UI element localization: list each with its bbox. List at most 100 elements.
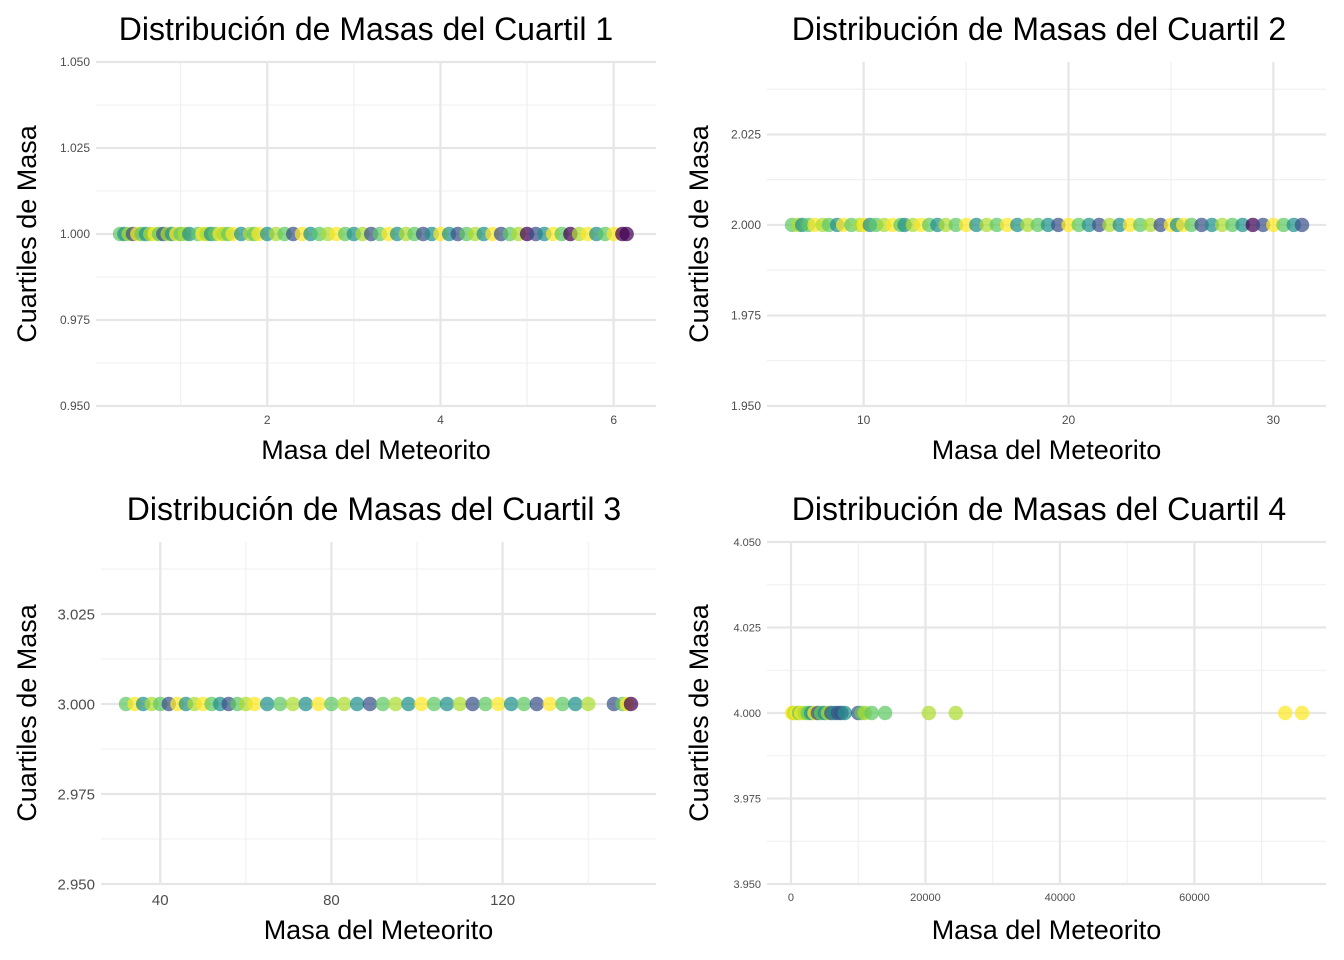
data-point xyxy=(921,705,937,721)
chart-title: Distribución de Masas del Cuartil 4 xyxy=(792,491,1286,527)
x-tick-label: 10 xyxy=(857,413,871,427)
data-point xyxy=(311,696,326,712)
y-tick-label: 4.025 xyxy=(733,622,761,634)
x-axis-label: Masa del Meteorito xyxy=(932,915,1162,945)
data-point xyxy=(1255,217,1271,233)
panel-cuartil-1: 0.950 0.975 1.000 1.025 1.050 2 4 6 Distribución… xyxy=(12,11,656,465)
data-point xyxy=(1061,217,1076,233)
data-point xyxy=(401,696,416,712)
data-point xyxy=(1122,217,1138,233)
data-point xyxy=(337,696,352,712)
data-point xyxy=(1184,217,1199,233)
data-point xyxy=(272,696,288,712)
data-point xyxy=(1020,217,1035,233)
x-axis-label: Masa del Meteorito xyxy=(264,915,494,945)
data-point xyxy=(938,217,953,233)
data-point xyxy=(375,696,390,712)
data-point xyxy=(1092,217,1107,233)
data-point xyxy=(619,226,634,242)
data-point xyxy=(1235,217,1250,233)
data-point xyxy=(465,696,480,712)
y-axis-label: Cuartiles de Masa xyxy=(684,124,714,343)
y-tick-label: 0.950 xyxy=(60,399,90,413)
data-point xyxy=(989,217,1005,233)
data-point xyxy=(452,696,468,712)
y-tick-label: 2.950 xyxy=(57,876,95,893)
data-point xyxy=(979,217,994,233)
data-point xyxy=(491,696,506,712)
x-tick-label: 40 xyxy=(152,892,169,909)
data-point xyxy=(969,217,984,233)
data-point xyxy=(948,705,963,721)
y-tick-label: 4.000 xyxy=(733,708,761,720)
data-point xyxy=(439,696,455,712)
data-point xyxy=(503,696,519,712)
data-point xyxy=(414,696,429,712)
data-point xyxy=(478,696,493,712)
data-point xyxy=(555,696,570,712)
data-point xyxy=(388,696,403,712)
data-point xyxy=(1194,217,1209,233)
y-tick-label: 2.025 xyxy=(731,128,761,142)
y-tick-label: 2.975 xyxy=(57,786,95,803)
data-point xyxy=(1112,217,1127,233)
data-point xyxy=(1040,217,1056,233)
y-axis-label: Cuartiles de Masa xyxy=(12,603,42,822)
data-point xyxy=(1276,217,1291,233)
y-tick-label: 3.950 xyxy=(733,879,761,891)
x-tick-label: 20000 xyxy=(910,892,941,904)
data-point xyxy=(516,696,532,712)
data-point xyxy=(1102,217,1117,233)
data-point xyxy=(1225,217,1240,233)
data-point xyxy=(362,696,378,712)
data-point xyxy=(1132,217,1148,233)
x-tick-label: 80 xyxy=(323,892,340,909)
data-point xyxy=(568,696,583,712)
x-tick-label: 20 xyxy=(1062,413,1076,427)
data-point xyxy=(1010,217,1025,233)
data-point xyxy=(1294,217,1310,233)
y-tick-label: 3.975 xyxy=(733,793,761,805)
data-point xyxy=(1081,217,1097,233)
data-point xyxy=(1214,217,1230,233)
data-point xyxy=(1277,705,1293,721)
data-point xyxy=(1294,705,1310,721)
data-point xyxy=(1204,217,1220,233)
x-axis-label: Masa del Meteorito xyxy=(261,435,491,465)
data-point xyxy=(247,696,262,712)
panel-cuartil-2: 1.950 1.975 2.000 2.025 10 20 30 Distribución d… xyxy=(684,11,1326,465)
y-axis-label: Cuartiles de Masa xyxy=(684,603,714,822)
data-point xyxy=(623,696,639,712)
x-axis-label: Masa del Meteorito xyxy=(932,435,1162,465)
data-point xyxy=(260,696,275,712)
data-point xyxy=(349,696,365,712)
x-tick-label: 60000 xyxy=(1179,892,1210,904)
data-point xyxy=(1071,217,1086,233)
y-tick-label: 1.025 xyxy=(60,141,90,155)
data-point xyxy=(958,217,974,233)
x-tick-label: 30 xyxy=(1267,413,1281,427)
y-tick-label: 1.950 xyxy=(731,399,761,413)
data-point xyxy=(948,217,964,233)
panel-cuartil-4: 3.950 3.975 4.000 4.025 4.050 0 20000 40000 6000… xyxy=(684,491,1326,945)
y-tick-label: 3.000 xyxy=(57,696,95,713)
data-point xyxy=(1030,217,1045,233)
data-point xyxy=(877,705,893,721)
data-point xyxy=(529,696,545,712)
data-point xyxy=(864,705,879,721)
y-tick-label: 1.050 xyxy=(60,55,90,69)
y-tick-label: 1.975 xyxy=(731,309,761,323)
data-point xyxy=(1153,217,1168,233)
chart-title: Distribución de Masas del Cuartil 2 xyxy=(792,11,1286,47)
y-axis-label: Cuartiles de Masa xyxy=(12,124,42,343)
chart-title: Distribución de Masas del Cuartil 3 xyxy=(127,491,621,527)
data-point xyxy=(426,696,442,712)
data-point xyxy=(581,696,596,712)
y-tick-label: 3.025 xyxy=(57,606,95,623)
y-tick-label: 0.975 xyxy=(60,313,90,327)
y-tick-label: 4.050 xyxy=(733,537,761,549)
x-tick-label: 6 xyxy=(610,413,617,427)
x-tick-label: 0 xyxy=(788,892,794,904)
